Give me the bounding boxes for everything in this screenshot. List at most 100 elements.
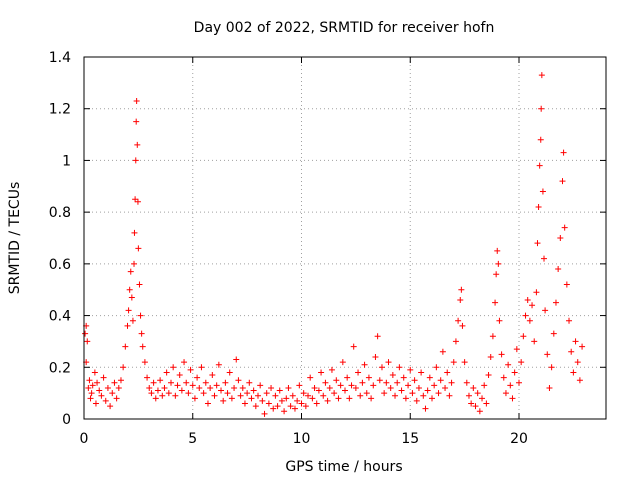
data-point <box>539 188 546 195</box>
data-point <box>98 392 105 399</box>
data-point <box>176 372 183 379</box>
data-point <box>535 203 542 210</box>
data-point <box>442 384 449 391</box>
data-point <box>89 382 96 389</box>
data-point <box>250 387 257 394</box>
data-point <box>326 384 333 391</box>
chart-title: Day 002 of 2022, SRMTID for receiver hof… <box>194 20 495 36</box>
data-point <box>86 377 93 384</box>
data-point <box>309 395 316 402</box>
data-point <box>311 384 318 391</box>
data-point <box>128 294 135 301</box>
data-point <box>452 338 459 345</box>
data-point <box>472 403 479 410</box>
data-point <box>194 374 201 381</box>
data-point <box>161 384 168 391</box>
data-point <box>557 235 564 241</box>
data-point <box>215 361 222 368</box>
data-point <box>257 382 264 389</box>
data-point <box>220 397 227 404</box>
data-point <box>524 297 531 304</box>
data-point <box>402 395 409 402</box>
data-point <box>446 392 453 399</box>
data-point <box>88 390 95 397</box>
data-point <box>522 312 529 319</box>
data-point <box>439 348 446 355</box>
data-point <box>115 384 122 391</box>
data-point <box>374 333 381 340</box>
y-tick-label: 1 <box>62 153 71 169</box>
data-point <box>129 317 136 324</box>
data-point <box>122 343 129 350</box>
data-point <box>96 387 103 394</box>
data-point <box>355 369 362 376</box>
data-point <box>489 333 496 340</box>
x-tick-label: 5 <box>188 431 197 447</box>
data-point <box>239 384 246 391</box>
data-point <box>346 395 353 402</box>
data-point <box>544 351 551 358</box>
data-point <box>448 379 455 386</box>
data-point <box>281 408 288 415</box>
data-point <box>570 369 577 376</box>
data-point <box>276 387 283 394</box>
data-point <box>546 384 553 391</box>
data-point <box>500 374 507 381</box>
data-point <box>298 400 305 407</box>
data-point <box>94 379 101 386</box>
data-point <box>246 379 253 386</box>
data-point <box>224 390 231 397</box>
data-point <box>187 366 194 373</box>
data-point <box>342 387 348 394</box>
data-point <box>407 366 414 373</box>
data-point <box>133 118 140 125</box>
y-tick-label: 0.8 <box>49 205 71 221</box>
data-point <box>509 395 516 402</box>
data-point <box>496 317 503 324</box>
data-point <box>538 105 545 112</box>
data-point <box>526 317 533 324</box>
data-point <box>476 408 483 415</box>
data-point <box>518 359 525 366</box>
data-point <box>139 343 146 350</box>
data-point <box>348 382 355 389</box>
data-point <box>261 410 268 417</box>
data-point <box>479 395 486 402</box>
data-point <box>84 338 91 345</box>
data-point <box>437 377 444 384</box>
data-point <box>120 364 127 371</box>
data-point <box>487 353 494 360</box>
data-point <box>104 384 111 391</box>
data-point <box>411 377 418 384</box>
data-point <box>124 322 131 329</box>
x-tick-label: 0 <box>80 431 89 447</box>
data-point <box>259 397 266 404</box>
data-point <box>352 384 359 391</box>
data-point <box>127 268 134 275</box>
data-point <box>222 379 229 386</box>
data-point <box>481 382 488 389</box>
data-point <box>255 392 261 399</box>
data-point <box>413 397 420 404</box>
data-point <box>331 390 338 397</box>
plot-frame <box>83 56 607 420</box>
data-point <box>237 392 244 399</box>
data-points <box>82 72 586 417</box>
data-point <box>337 382 344 389</box>
data-point <box>536 162 543 169</box>
data-point <box>426 374 433 381</box>
data-point <box>300 390 307 397</box>
data-point <box>196 384 203 391</box>
data-point <box>574 359 581 366</box>
data-point <box>405 382 412 389</box>
data-point <box>218 387 225 394</box>
data-point <box>494 247 501 254</box>
data-point <box>381 390 388 397</box>
data-point <box>368 395 375 402</box>
data-point <box>322 379 329 386</box>
data-point <box>328 366 335 373</box>
data-point <box>146 384 153 391</box>
data-point <box>305 392 312 399</box>
grid-lines <box>84 57 606 419</box>
data-point <box>376 377 383 384</box>
